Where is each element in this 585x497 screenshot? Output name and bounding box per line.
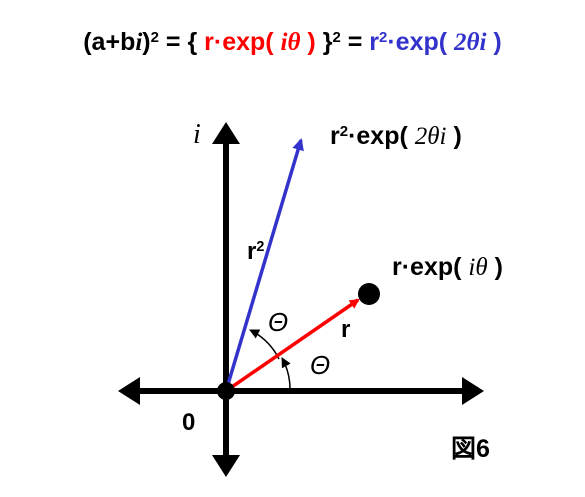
origin-marker xyxy=(217,382,235,400)
real-axis-arrow-left xyxy=(118,377,140,405)
point-marker xyxy=(358,283,380,305)
label-point: r·exp( iθ ) xyxy=(392,253,503,281)
figure-label: 図6 xyxy=(451,435,490,463)
imag-axis-label: i xyxy=(193,119,201,150)
imag-axis-arrow-top xyxy=(212,122,240,144)
origin-label: 0 xyxy=(182,409,196,436)
label-theta-lower: Θ xyxy=(310,350,331,380)
equation-red-term: r·exp( iθ ) xyxy=(204,28,316,56)
angle-arc-lower xyxy=(281,357,291,392)
equation-blue-term: r2·exp( 2θi ) xyxy=(369,28,502,56)
label-vector-r-squared: r2 xyxy=(247,238,265,265)
label-theta-upper: Θ xyxy=(268,307,289,337)
label-vector-r: r xyxy=(341,316,351,343)
real-axis-arrow-right xyxy=(462,377,484,405)
vector-r xyxy=(225,298,360,393)
vector-r-squared xyxy=(224,138,304,392)
label-r-squared-point: r2·exp( 2θi ) xyxy=(330,122,462,150)
imag-axis-arrow-bottom xyxy=(212,455,240,477)
equation: (a+bi)2 = { r·exp( iθ ) }2 = r2·exp( 2θi… xyxy=(83,28,502,56)
